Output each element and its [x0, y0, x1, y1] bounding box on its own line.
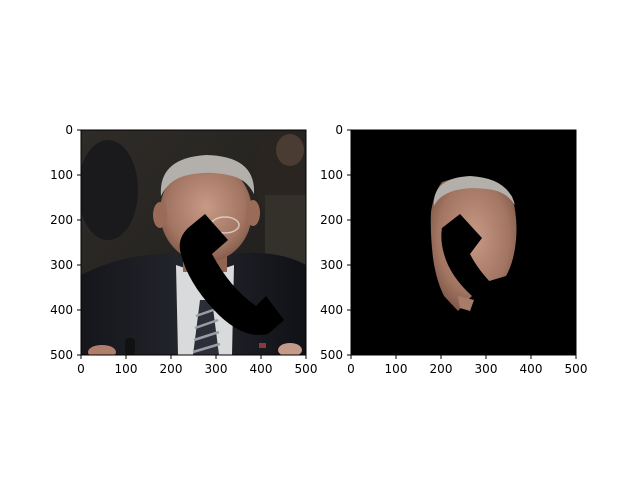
right-y-tick-label: 300 [320, 258, 343, 272]
left-y-tick-label: 100 [50, 168, 73, 182]
left-x-tick-label: 300 [205, 362, 228, 376]
right-y-tick-label: 0 [335, 123, 343, 137]
right-x-tick-label: 200 [430, 362, 453, 376]
left-x-tick-label: 400 [250, 362, 273, 376]
left-axes-frame [80, 129, 307, 356]
right-y-ticks: 0 100 200 300 400 500 [320, 123, 351, 362]
right-y-tick-label: 200 [320, 213, 343, 227]
right-x-tick-label: 300 [475, 362, 498, 376]
right-x-tick-label: 0 [347, 362, 355, 376]
left-y-tick-label: 400 [50, 303, 73, 317]
right-x-ticks: 0 100 200 300 400 500 [347, 355, 587, 376]
left-y-tick-label: 500 [50, 348, 73, 362]
right-image-panel: 0 100 200 300 400 500 0 100 200 300 400 500 [320, 123, 587, 376]
right-y-tick-label: 500 [320, 348, 343, 362]
original-photo [81, 130, 306, 355]
left-x-tick-label: 0 [77, 362, 85, 376]
left-image-panel: 0 100 200 300 400 500 0 100 200 300 400 500 [50, 123, 317, 376]
right-axes-frame [350, 129, 577, 356]
right-x-tick-label: 400 [520, 362, 543, 376]
left-y-tick-label: 0 [65, 123, 73, 137]
left-x-ticks: 0 100 200 300 400 500 [77, 355, 317, 376]
right-x-tick-label: 500 [565, 362, 588, 376]
left-x-tick-label: 100 [115, 362, 138, 376]
left-x-tick-label: 200 [160, 362, 183, 376]
segmented-face [351, 130, 576, 355]
telephone-handset-icon [441, 214, 514, 308]
telephone-handset-icon [179, 214, 284, 335]
right-y-tick-label: 100 [320, 168, 343, 182]
right-x-tick-label: 100 [385, 362, 408, 376]
right-y-tick-label: 400 [320, 303, 343, 317]
left-y-tick-label: 200 [50, 213, 73, 227]
left-y-ticks: 0 100 200 300 400 500 [50, 123, 81, 362]
left-x-tick-label: 500 [295, 362, 318, 376]
left-y-tick-label: 300 [50, 258, 73, 272]
